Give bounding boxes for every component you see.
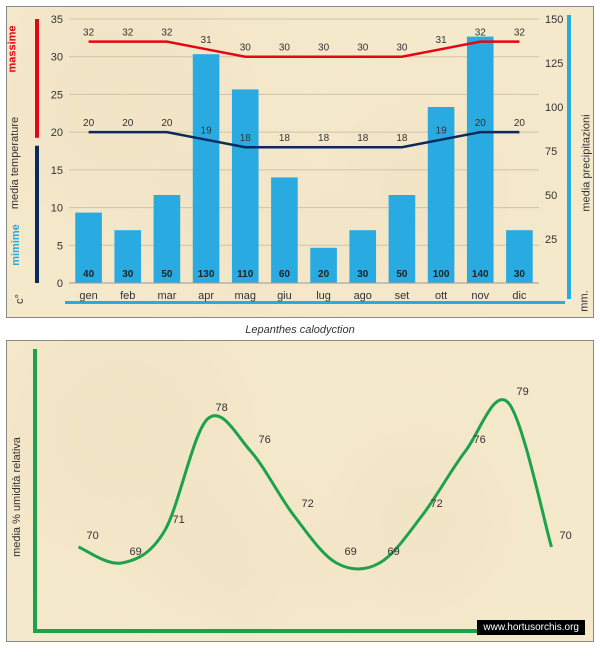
svg-text:125: 125: [545, 58, 563, 70]
svg-text:ago: ago: [354, 290, 372, 302]
svg-text:lug: lug: [316, 290, 331, 302]
svg-text:76: 76: [259, 434, 271, 446]
svg-text:0: 0: [57, 278, 63, 290]
svg-text:set: set: [395, 290, 410, 302]
svg-text:feb: feb: [120, 290, 135, 302]
svg-text:69: 69: [388, 546, 400, 558]
svg-text:130: 130: [198, 269, 215, 280]
svg-text:32: 32: [514, 28, 526, 39]
svg-text:79: 79: [517, 386, 529, 398]
svg-text:apr: apr: [198, 290, 214, 302]
svg-text:78: 78: [216, 402, 228, 414]
svg-text:mag: mag: [235, 290, 256, 302]
svg-text:dic: dic: [512, 290, 527, 302]
svg-text:20: 20: [475, 118, 487, 129]
svg-text:30: 30: [51, 52, 63, 64]
temp-axis-label: media temperature: [9, 117, 21, 209]
svg-text:19: 19: [436, 126, 448, 137]
climate-chart-panel: 0 5 10 15 20 25 30 35 25 50 75 100 125 150 40 30 50 130 11…: [6, 6, 594, 318]
svg-text:ott: ott: [435, 290, 447, 302]
species-caption: Lepanthes calodyction: [6, 318, 594, 340]
svg-text:18: 18: [396, 133, 408, 144]
temp-unit-label: c°: [14, 294, 26, 304]
svg-text:18: 18: [240, 133, 252, 144]
max-temp-label: massime: [7, 25, 19, 72]
svg-text:20: 20: [161, 118, 173, 129]
svg-text:20: 20: [122, 118, 134, 129]
svg-text:150: 150: [545, 14, 563, 26]
humidity-chart-panel: 70 69 71 78 76 72 69 69 72 76 79 70 media % umidità…: [6, 340, 594, 642]
svg-text:gen: gen: [79, 290, 97, 302]
svg-text:30: 30: [357, 43, 369, 54]
svg-text:72: 72: [431, 498, 443, 510]
svg-text:71: 71: [173, 514, 185, 526]
svg-text:25: 25: [545, 234, 557, 246]
svg-text:140: 140: [472, 269, 489, 280]
svg-text:31: 31: [201, 35, 213, 46]
svg-text:70: 70: [560, 530, 572, 542]
svg-text:20: 20: [51, 127, 63, 139]
svg-text:60: 60: [279, 269, 291, 280]
svg-text:30: 30: [240, 43, 252, 54]
svg-text:20: 20: [318, 269, 330, 280]
svg-text:31: 31: [436, 35, 448, 46]
svg-text:20: 20: [514, 118, 526, 129]
svg-text:50: 50: [161, 269, 173, 280]
svg-text:69: 69: [345, 546, 357, 558]
svg-text:30: 30: [514, 269, 526, 280]
svg-text:18: 18: [279, 133, 291, 144]
svg-text:72: 72: [302, 498, 314, 510]
svg-text:100: 100: [433, 269, 450, 280]
humidity-axis-label: media % umidità relativa: [11, 437, 23, 557]
svg-text:35: 35: [51, 14, 63, 26]
svg-text:nov: nov: [471, 290, 489, 302]
svg-text:30: 30: [122, 269, 134, 280]
climate-chart-svg: 0 5 10 15 20 25 30 35 25 50 75 100 125 150 40 30 50 130 11…: [7, 7, 593, 317]
page-container: 0 5 10 15 20 25 30 35 25 50 75 100 125 150 40 30 50 130 11…: [0, 0, 600, 648]
svg-text:50: 50: [545, 190, 557, 202]
min-temp-label: mimime: [10, 224, 22, 266]
svg-text:20: 20: [83, 118, 95, 129]
svg-text:32: 32: [475, 28, 487, 39]
svg-text:70: 70: [87, 530, 99, 542]
svg-text:19: 19: [201, 126, 213, 137]
precip-axis-label: media precipitazioni: [580, 114, 592, 211]
svg-text:32: 32: [161, 28, 173, 39]
svg-text:25: 25: [51, 89, 63, 101]
svg-text:5: 5: [57, 240, 63, 252]
svg-text:giu: giu: [277, 290, 292, 302]
svg-text:40: 40: [83, 269, 95, 280]
svg-text:18: 18: [318, 133, 330, 144]
svg-text:110: 110: [237, 269, 254, 280]
svg-text:30: 30: [279, 43, 291, 54]
svg-text:100: 100: [545, 102, 563, 114]
svg-text:69: 69: [130, 546, 142, 558]
svg-text:32: 32: [83, 28, 95, 39]
svg-text:10: 10: [51, 203, 63, 215]
humidity-chart-svg: 70 69 71 78 76 72 69 69 72 76 79 70: [7, 341, 593, 641]
svg-text:30: 30: [318, 43, 330, 54]
svg-text:50: 50: [396, 269, 408, 280]
attribution-badge: www.hortusorchis.org: [477, 620, 585, 635]
precip-unit-label: mm.: [578, 290, 590, 311]
svg-text:75: 75: [545, 146, 557, 158]
svg-text:18: 18: [357, 133, 369, 144]
svg-text:30: 30: [357, 269, 369, 280]
svg-text:76: 76: [474, 434, 486, 446]
svg-text:mar: mar: [157, 290, 176, 302]
svg-text:15: 15: [51, 165, 63, 177]
svg-text:30: 30: [396, 43, 408, 54]
svg-text:32: 32: [122, 28, 134, 39]
